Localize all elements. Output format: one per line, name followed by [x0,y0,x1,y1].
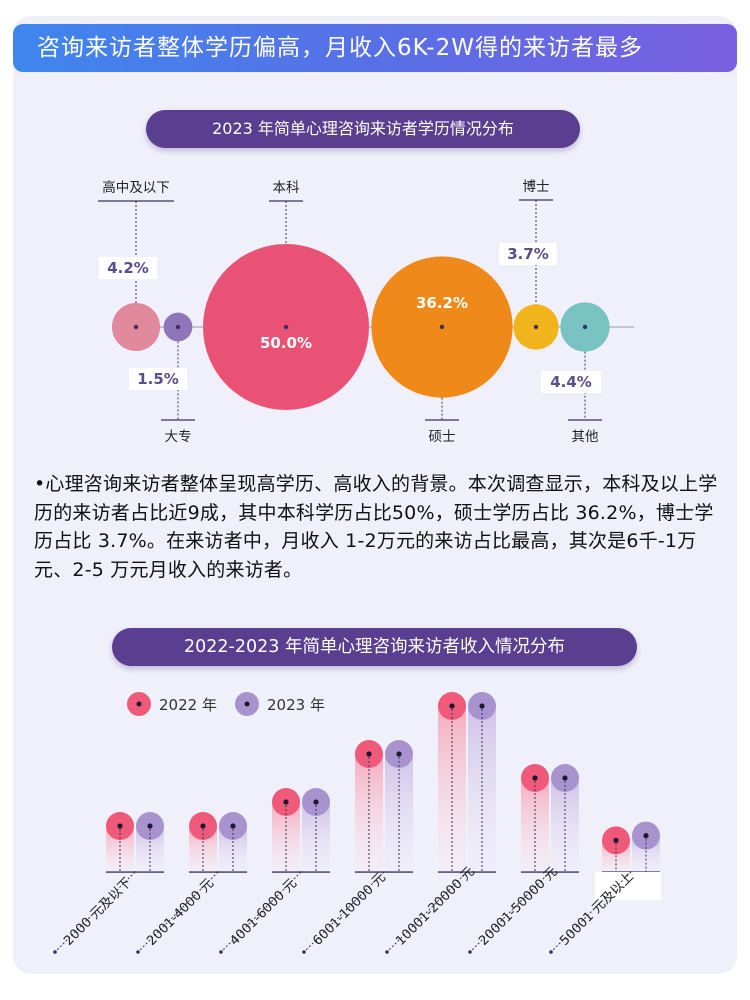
bar-cap-dot [283,799,289,805]
bubble-category-label: 高中及以下 [102,179,170,196]
category-leader [54,871,136,953]
category-leader-end [468,950,472,954]
income-chart-title: 2022-2023 年简单心理咨询来访者收入情况分布 [112,628,637,666]
bubble-dot-4 [533,324,539,330]
category-leader [469,871,551,953]
bubble-value-label: 4.2% [107,259,149,277]
education-bubble-chart: 高中及以下 4.2% 大专 1.5% 本科 50.0% 硕士 36.2% 博士 3.7% 其他 4.4… [98,178,634,445]
bubble-dot-0 [133,324,139,330]
bubble-value-label: 1.5% [137,370,179,388]
legend-marker-dot [136,701,142,707]
category-leader-end [549,950,553,954]
bar-cap-dot [230,823,236,829]
category-leader-end [136,950,140,954]
legend-label: 2022 年 [159,696,217,714]
category-label: 6001-10000 元 [310,870,389,949]
bar-cap-dot [200,823,206,829]
category-leader-end [53,950,57,954]
page-title: 咨询来访者整体学历偏高，月收入6K-2W得的来访者最多 [13,24,737,72]
bar-cap-dot [562,775,568,781]
category-leader-end [219,950,223,954]
category-leader-end [302,950,306,954]
bar-label-backing [595,872,661,900]
bar-cap-dot [532,775,538,781]
bubble-dot-3 [439,324,445,330]
summary-paragraph: •心理咨询来访者整体呈现高学历、高收入的背景。本次调查显示，本科及以上学历的来访… [34,473,718,581]
bar-cap-dot [396,751,402,757]
category-label: 2001-4000 元 [144,876,217,949]
category-leader [550,871,632,953]
category-leader [303,871,385,953]
category-label: 2000 元及以下 [61,875,135,949]
category-label: 10001-20000 元 [393,864,478,949]
legend-label: 2023 年 [267,696,325,714]
legend-marker-dot [244,701,250,707]
bar-cap-dot [313,799,319,805]
bubble-value-label: 36.2% [416,294,468,312]
category-leader-end [385,950,389,954]
bubble-category-label: 其他 [572,429,599,445]
bubble-dot-2 [283,324,289,330]
category-leader [386,871,468,953]
bubble-value-bg [129,368,187,390]
bubble-category-label: 大专 [165,429,192,445]
bubble-category-label: 博士 [523,178,550,195]
bubble-dot-1 [175,324,181,330]
bar-cap-dot [643,833,649,839]
bubble-value-label: 4.4% [550,373,592,391]
bubble-category-label: 本科 [273,180,300,196]
bar-cap-dot [147,823,153,829]
bubble-chart-title: 2023 年简单心理咨询来访者学历情况分布 [146,110,580,148]
bubble-value-bg [541,371,601,393]
category-label: 4001-6000 元 [227,876,300,949]
bar-cap-dot [449,703,455,709]
bubble-dot-5 [582,324,588,330]
category-leader [137,871,219,953]
category-label: 20001-50000 元 [476,864,561,949]
bar-cap-dot [613,837,619,844]
bar-cap-dot [117,823,123,829]
category-leader [220,871,302,953]
bubble-value-label: 3.7% [507,245,549,263]
bar-cap-dot [366,751,372,757]
bubble-value-bg [499,243,557,265]
bar-cap-dot [479,703,485,709]
bubble-value-bg [99,257,157,279]
bubble-value-label: 50.0% [260,334,312,352]
bubble-category-label: 硕士 [429,429,456,445]
